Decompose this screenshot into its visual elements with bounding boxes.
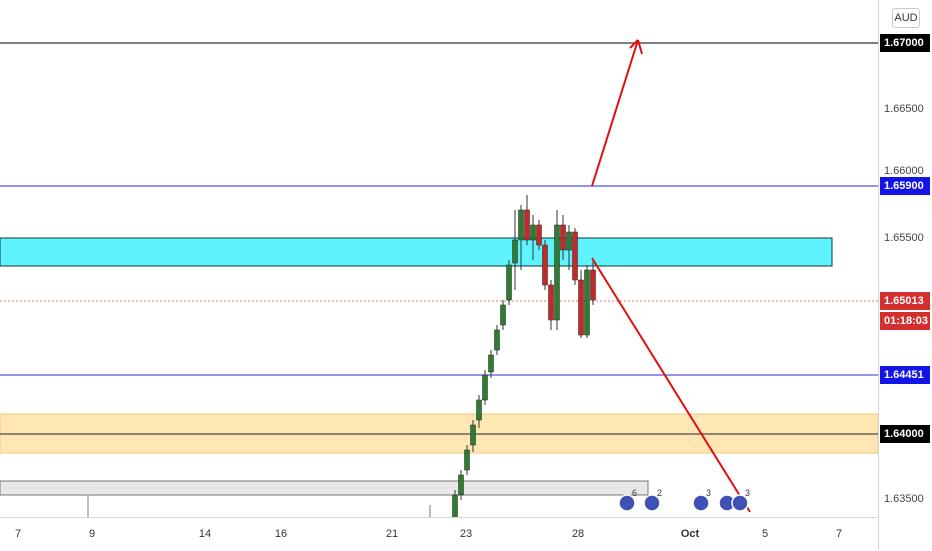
price-tick: 1.65500 [884,232,924,244]
event-count: 6 [632,488,637,498]
price-tag-1-67000: 1.67000 [880,34,930,52]
candle-body [464,449,470,471]
time-label: 21 [385,528,399,540]
time-label: 5 [761,528,769,540]
candle-body [506,264,512,301]
currency-button[interactable]: AUD [892,8,920,28]
event-markers[interactable]: 6 2 3 3 [618,488,750,512]
price-tick: 1.66500 [884,103,924,115]
time-label: 23 [459,528,473,540]
event-icon [731,494,749,512]
candle-body [512,239,518,264]
time-label: 7 [835,528,843,540]
time-label: 28 [571,528,585,540]
candle-body [500,304,506,326]
candle-body [536,224,542,246]
price-tag-current: 1.65013 [880,292,930,310]
price-scale[interactable] [878,0,932,550]
time-label: Oct [680,528,700,540]
candle-body [554,224,560,321]
candle-body [494,329,500,351]
candle-body [590,269,596,301]
countdown-tag: 01:18:03 [880,312,930,330]
candle-body [476,399,482,421]
candle-body [584,269,590,336]
candle-body [560,224,566,251]
candle-body [572,231,578,281]
price-tag-1-64451: 1.64451 [880,366,930,384]
price-tag-1-65900: 1.65900 [880,177,930,195]
price-tick: 1.63500 [884,493,924,505]
candle-body [488,354,494,373]
candle-body [470,424,476,446]
event-count: 3 [745,488,750,498]
candle-body [548,284,554,321]
bearish-arrow[interactable] [591,257,751,513]
bullish-arrow[interactable] [591,39,643,187]
time-axis[interactable] [0,517,878,551]
candle-body [524,209,530,241]
event-count: 2 [657,488,662,498]
candle-body [482,374,488,401]
candle-body [530,224,536,241]
candle-body [578,279,584,336]
time-label: 9 [88,528,96,540]
time-label: 16 [274,528,288,540]
event-icon [643,494,661,512]
candle-body [566,231,572,251]
candle-body [542,244,548,286]
event-icon [618,494,636,512]
event-icon [692,494,710,512]
candle-body [518,209,524,241]
time-label: 14 [198,528,212,540]
resistance-zone-cyan[interactable] [0,237,833,267]
time-label: 7 [14,528,22,540]
candle-body [458,474,464,496]
price-tick: 1.66000 [884,165,924,177]
grey-zone[interactable] [0,480,649,496]
event-count: 3 [706,488,711,498]
price-tag-1-64000: 1.64000 [880,425,930,443]
candlestick-series [446,195,596,547]
